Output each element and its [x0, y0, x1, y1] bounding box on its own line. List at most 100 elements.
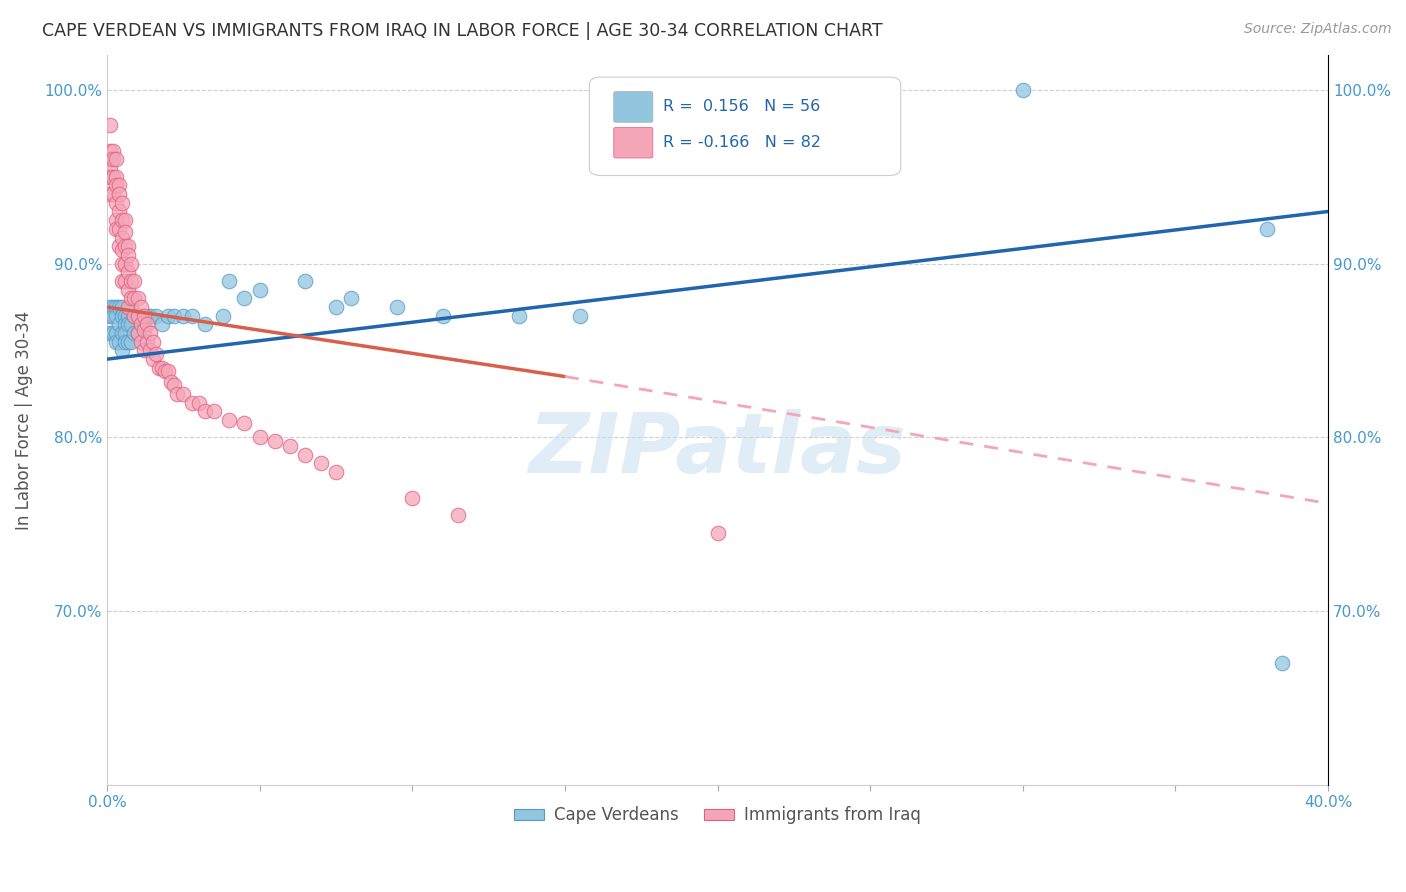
Point: [114, 326, 136, 340]
Point: [135, 334, 157, 349]
Point: [105, 169, 128, 184]
Point: [218, 274, 240, 288]
Point: [508, 309, 530, 323]
Point: [98, 300, 121, 314]
Point: [114, 274, 136, 288]
Point: [132, 323, 155, 337]
Point: [114, 334, 136, 349]
Point: [150, 360, 173, 375]
Point: [108, 204, 131, 219]
Point: [127, 326, 149, 340]
Point: [129, 334, 152, 349]
Text: CAPE VERDEAN VS IMMIGRANTS FROM IRAQ IN LABOR FORCE | AGE 30-34 CORRELATION CHAR: CAPE VERDEAN VS IMMIGRANTS FROM IRAQ IN …: [42, 22, 883, 40]
Point: [138, 309, 160, 323]
Point: [124, 291, 146, 305]
Point: [111, 230, 134, 244]
Point: [101, 144, 124, 158]
Point: [114, 318, 136, 332]
Point: [138, 343, 160, 358]
Point: [98, 161, 121, 175]
Point: [120, 274, 142, 288]
Point: [114, 257, 136, 271]
Point: [127, 309, 149, 323]
Point: [249, 283, 271, 297]
Point: [294, 448, 316, 462]
Point: [105, 326, 128, 340]
Point: [111, 195, 134, 210]
Point: [129, 318, 152, 332]
Point: [117, 334, 139, 349]
Point: [157, 364, 180, 378]
Point: [98, 153, 121, 167]
Point: [111, 343, 134, 358]
Text: ZIPatlas: ZIPatlas: [529, 409, 907, 490]
Point: [117, 318, 139, 332]
Point: [1256, 222, 1278, 236]
Point: [1271, 656, 1294, 670]
Point: [1011, 83, 1033, 97]
Point: [135, 309, 157, 323]
Point: [340, 291, 363, 305]
Point: [111, 300, 134, 314]
Text: Source: ZipAtlas.com: Source: ZipAtlas.com: [1244, 22, 1392, 37]
Point: [111, 326, 134, 340]
Point: [138, 326, 160, 340]
Point: [401, 491, 423, 505]
Point: [108, 187, 131, 202]
Point: [105, 213, 128, 227]
Text: R = -0.166   N = 82: R = -0.166 N = 82: [662, 136, 821, 150]
Point: [120, 318, 142, 332]
Point: [148, 360, 170, 375]
Point: [111, 257, 134, 271]
Point: [98, 169, 121, 184]
Point: [233, 417, 256, 431]
Point: [101, 326, 124, 340]
Point: [124, 309, 146, 323]
Point: [101, 153, 124, 167]
Point: [163, 378, 186, 392]
Point: [129, 300, 152, 314]
Point: [108, 334, 131, 349]
Point: [117, 309, 139, 323]
Point: [105, 222, 128, 236]
Point: [120, 257, 142, 271]
Point: [105, 334, 128, 349]
Point: [117, 239, 139, 253]
Point: [117, 300, 139, 314]
Point: [447, 508, 470, 523]
Point: [294, 274, 316, 288]
Point: [127, 291, 149, 305]
Point: [325, 465, 347, 479]
Point: [127, 309, 149, 323]
Point: [117, 248, 139, 262]
Point: [150, 318, 173, 332]
Point: [172, 387, 194, 401]
Point: [166, 387, 188, 401]
Point: [108, 239, 131, 253]
Point: [111, 213, 134, 227]
Point: [309, 456, 332, 470]
Point: [98, 144, 121, 158]
Point: [120, 334, 142, 349]
Point: [105, 195, 128, 210]
Point: [111, 309, 134, 323]
Point: [160, 375, 183, 389]
Point: [194, 318, 217, 332]
Point: [385, 300, 408, 314]
Point: [145, 309, 167, 323]
Point: [108, 178, 131, 193]
Point: [101, 300, 124, 314]
Point: [142, 334, 165, 349]
Text: R =  0.156   N = 56: R = 0.156 N = 56: [662, 99, 820, 114]
Point: [114, 309, 136, 323]
Point: [124, 326, 146, 340]
Point: [101, 309, 124, 323]
Point: [120, 291, 142, 305]
Point: [264, 434, 287, 448]
Point: [187, 395, 209, 409]
Point: [105, 178, 128, 193]
Point: [145, 347, 167, 361]
Point: [218, 413, 240, 427]
Point: [98, 326, 121, 340]
Point: [432, 309, 454, 323]
